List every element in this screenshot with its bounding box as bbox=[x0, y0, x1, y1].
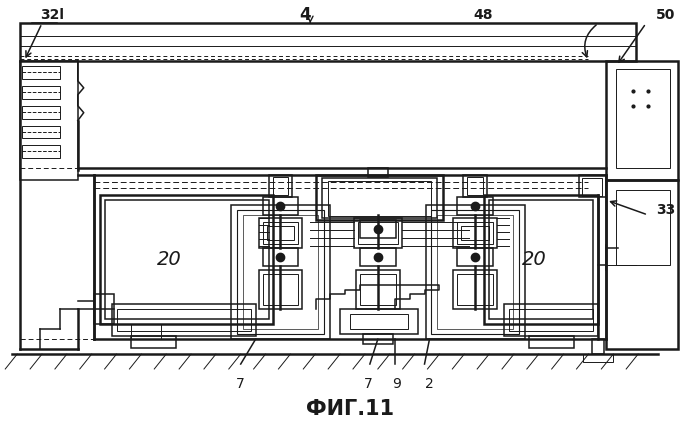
Bar bbox=[22, 106, 60, 119]
Bar bbox=[438, 215, 513, 329]
Bar bbox=[104, 200, 269, 319]
Bar bbox=[616, 190, 670, 265]
Bar bbox=[457, 222, 493, 244]
Bar bbox=[328, 181, 431, 216]
Bar bbox=[356, 270, 400, 309]
Bar bbox=[360, 220, 395, 238]
Bar bbox=[116, 309, 251, 331]
Bar bbox=[606, 61, 678, 180]
Text: 9: 9 bbox=[392, 377, 401, 391]
Bar bbox=[489, 200, 594, 319]
Bar bbox=[592, 339, 604, 354]
Bar bbox=[243, 215, 318, 329]
Bar bbox=[363, 334, 393, 344]
Text: 7: 7 bbox=[237, 377, 245, 391]
Bar bbox=[20, 61, 78, 180]
Bar bbox=[457, 273, 493, 306]
Text: 20: 20 bbox=[157, 250, 181, 269]
Bar bbox=[22, 86, 60, 99]
Bar bbox=[262, 222, 298, 244]
Text: 7: 7 bbox=[363, 377, 372, 391]
Bar bbox=[231, 205, 330, 339]
Bar bbox=[360, 273, 395, 306]
Bar bbox=[262, 273, 298, 306]
Bar bbox=[350, 314, 407, 329]
Bar bbox=[258, 270, 302, 309]
Bar bbox=[528, 336, 573, 348]
Bar bbox=[584, 354, 613, 362]
Bar bbox=[504, 304, 598, 336]
Bar bbox=[111, 304, 256, 336]
Bar bbox=[616, 69, 670, 168]
Bar bbox=[467, 177, 483, 195]
Bar bbox=[269, 175, 293, 197]
Bar bbox=[22, 66, 60, 79]
Bar bbox=[20, 23, 636, 61]
Bar bbox=[340, 309, 418, 334]
Text: ФИГ.11: ФИГ.11 bbox=[306, 399, 394, 419]
Bar bbox=[582, 178, 603, 196]
Bar bbox=[484, 195, 598, 324]
Bar bbox=[426, 205, 525, 339]
Text: 20: 20 bbox=[522, 250, 546, 269]
Bar bbox=[457, 197, 493, 215]
Bar bbox=[262, 197, 298, 215]
Bar bbox=[237, 210, 324, 334]
Bar bbox=[509, 309, 594, 331]
Bar bbox=[272, 177, 288, 195]
Bar bbox=[258, 218, 302, 248]
Bar bbox=[132, 336, 176, 348]
Bar bbox=[454, 270, 497, 309]
Text: 2: 2 bbox=[425, 377, 434, 391]
Bar bbox=[22, 125, 60, 139]
Bar bbox=[431, 210, 519, 334]
Bar bbox=[461, 226, 489, 240]
Text: 4: 4 bbox=[300, 6, 311, 24]
Text: 50: 50 bbox=[656, 8, 676, 22]
Bar bbox=[358, 222, 398, 244]
Text: 32l: 32l bbox=[40, 8, 64, 22]
Bar bbox=[262, 248, 298, 266]
Bar bbox=[578, 175, 606, 197]
Bar bbox=[454, 218, 497, 248]
Bar bbox=[606, 180, 678, 349]
Bar bbox=[94, 294, 113, 324]
Bar bbox=[20, 168, 606, 339]
Bar bbox=[322, 178, 438, 218]
Bar bbox=[457, 248, 493, 266]
Text: 48: 48 bbox=[473, 8, 493, 22]
Bar bbox=[99, 195, 274, 324]
Bar bbox=[132, 324, 161, 339]
Bar bbox=[463, 175, 487, 197]
Bar bbox=[354, 218, 402, 248]
Bar bbox=[267, 226, 295, 240]
Bar bbox=[368, 168, 388, 177]
Bar bbox=[22, 146, 60, 158]
Bar bbox=[360, 248, 395, 266]
Bar bbox=[316, 175, 443, 220]
Text: 33: 33 bbox=[656, 203, 676, 217]
